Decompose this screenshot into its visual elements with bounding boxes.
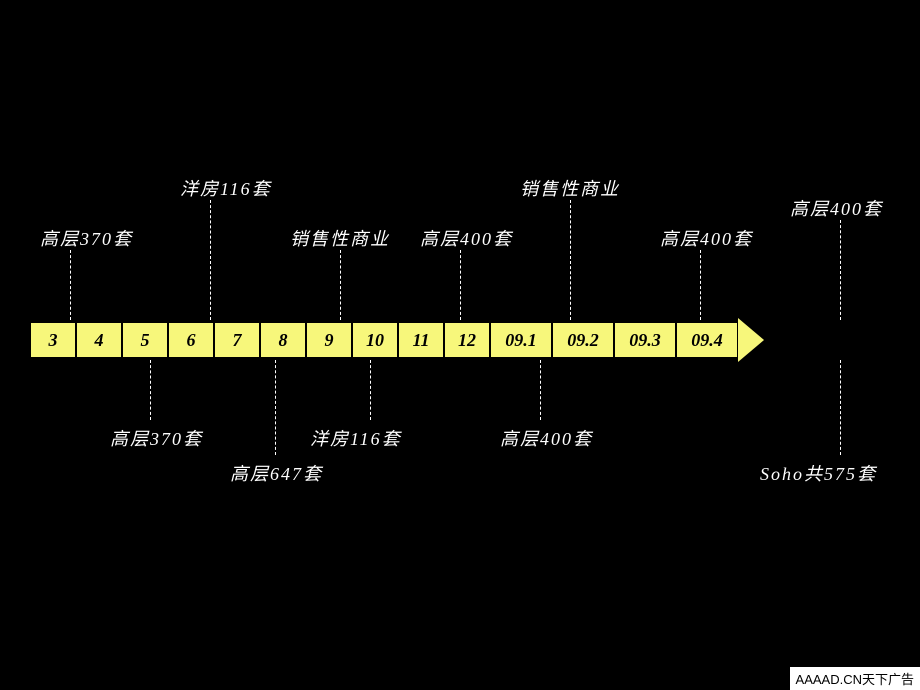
connector-line — [370, 360, 371, 420]
month-cell: 6 — [168, 322, 214, 358]
month-cell: 7 — [214, 322, 260, 358]
annotation-label: 高层370套 — [110, 425, 203, 451]
month-cell: 09.3 — [614, 322, 676, 358]
month-cell: 3 — [30, 322, 76, 358]
arrow-head-icon — [738, 318, 764, 362]
month-cell: 8 — [260, 322, 306, 358]
month-cell: 09.4 — [676, 322, 738, 358]
month-cell: 4 — [76, 322, 122, 358]
month-cell: 10 — [352, 322, 398, 358]
annotation-label: 高层400套 — [790, 195, 883, 221]
timeline-bar: 345678910111209.109.209.309.4 — [30, 322, 764, 358]
annotation-label: 高层400套 — [660, 225, 753, 251]
month-cell: 09.1 — [490, 322, 552, 358]
connector-line — [70, 250, 71, 320]
month-cell: 11 — [398, 322, 444, 358]
month-cell: 12 — [444, 322, 490, 358]
annotation-label: 高层400套 — [420, 225, 513, 251]
connector-line — [840, 360, 841, 455]
annotation-label: 销售性商业 — [290, 225, 390, 251]
month-cell: 9 — [306, 322, 352, 358]
connector-line — [460, 250, 461, 320]
connector-line — [540, 360, 541, 420]
annotation-label: 销售性商业 — [520, 175, 620, 201]
connector-line — [150, 360, 151, 420]
annotation-label: 高层647套 — [230, 460, 323, 486]
annotation-label: 高层400套 — [500, 425, 593, 451]
annotation-label: 高层370套 — [40, 225, 133, 251]
connector-line — [340, 250, 341, 320]
watermark: AAAAD.CN天下广告 — [790, 667, 920, 690]
connector-line — [275, 360, 276, 455]
annotation-label: 洋房116套 — [310, 425, 402, 451]
connector-line — [210, 200, 211, 320]
month-cell: 09.2 — [552, 322, 614, 358]
annotation-label: Soho共575套 — [760, 460, 877, 486]
connector-line — [700, 250, 701, 320]
annotation-label: 洋房116套 — [180, 175, 272, 201]
month-cell: 5 — [122, 322, 168, 358]
connector-line — [840, 220, 841, 320]
connector-line — [570, 200, 571, 320]
timeline-slide: 345678910111209.109.209.309.4 AAAAD.CN天下… — [0, 0, 920, 690]
